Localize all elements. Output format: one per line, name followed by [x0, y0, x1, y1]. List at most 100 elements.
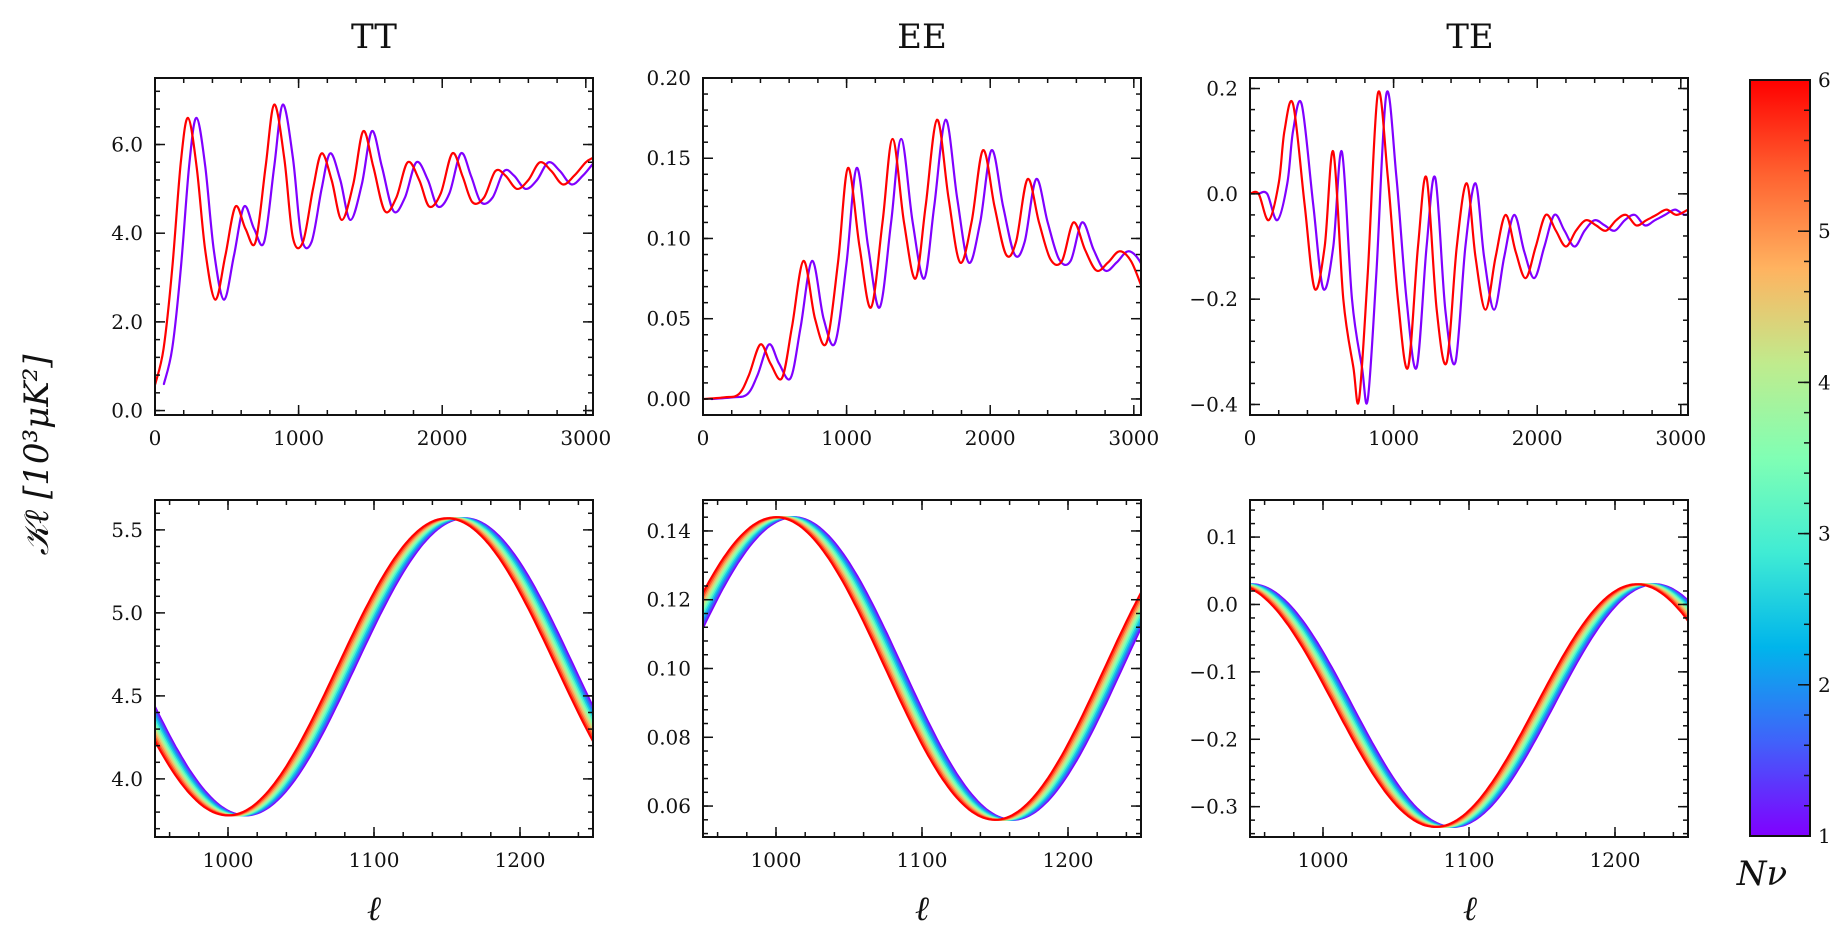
panel-ee-zoom: 1000 1100 1200 0.06 0.08 0.10 0.12 0.14	[646, 499, 1142, 872]
series-line-nu-5	[703, 516, 1141, 821]
series-line-nu-1.5	[1250, 583, 1688, 828]
series-line-nu-5.5	[155, 517, 593, 817]
colorbar-gradient	[1749, 79, 1811, 837]
series-line-nu-5.5	[1250, 583, 1688, 828]
x-tick-label: 1000	[203, 848, 254, 872]
curves	[703, 516, 1141, 821]
x-tick-label: 1200	[1043, 848, 1094, 872]
y-tick-label: 0.10	[646, 657, 691, 681]
x-tick-label: 1200	[495, 848, 546, 872]
x-tick-label: 3000	[1655, 426, 1706, 450]
y-tick-label: 0.06	[646, 794, 691, 818]
y-tick-label: −0.4	[1189, 392, 1238, 416]
series-line-nu-2.5	[155, 517, 593, 817]
y-tick-label: 4.5	[111, 684, 143, 708]
curves	[155, 517, 593, 817]
x-axis-label-ee: ℓ	[915, 889, 929, 929]
x-tick-label: 1000	[1298, 848, 1349, 872]
y-tick-label: 5.5	[111, 518, 143, 542]
y-tick-label: 0.0	[1206, 182, 1238, 206]
series-line-nu-6	[155, 103, 593, 386]
y-tick-label: 0.15	[646, 146, 691, 170]
y-tick-label: 0.00	[646, 387, 691, 411]
series-line-nu-6	[703, 118, 1141, 401]
colorbar: 1 2 3 4 5 6 Nν	[1736, 68, 1831, 894]
x-tick-label: 1000	[273, 426, 324, 450]
y-tick-label: 4.0	[111, 767, 143, 791]
colorbar-tick-label: 5	[1818, 219, 1831, 243]
series-line-nu-4	[155, 517, 593, 817]
x-tick-label: 1000	[751, 848, 802, 872]
curves	[1250, 90, 1688, 405]
y-tick-label: −0.3	[1189, 795, 1238, 819]
colorbar-tick-label: 1	[1818, 824, 1831, 848]
y-tick-label: 2.0	[111, 310, 143, 334]
series-line-nu-2	[155, 517, 593, 817]
x-tick-label: 1000	[1368, 426, 1419, 450]
series-line-nu-4	[703, 516, 1141, 821]
x-tick-label: 1100	[349, 848, 400, 872]
series-line-nu-4.5	[1250, 583, 1688, 828]
series-line-nu-6	[1250, 90, 1688, 405]
series-line-nu-1	[162, 103, 593, 386]
colorbar-tick-label: 3	[1818, 522, 1831, 546]
series-line-nu-1	[710, 118, 1141, 401]
series-line-nu-1.5	[155, 517, 593, 817]
x-tick-label: 3000	[560, 426, 611, 450]
x-tick-label: 2000	[965, 426, 1016, 450]
y-tick-label: −0.2	[1189, 287, 1238, 311]
y-tick-label: 6.0	[111, 133, 143, 157]
axes-frame	[154, 499, 594, 838]
series-line-nu-4.5	[155, 517, 593, 817]
axes-frame	[1249, 77, 1689, 416]
y-tick-label: 0.10	[646, 226, 691, 250]
colorbar-tick-label: 2	[1818, 673, 1831, 697]
y-tick-label: 0.05	[646, 307, 691, 331]
series-line-nu-1.5	[703, 516, 1141, 821]
series-line-nu-1	[1250, 583, 1688, 828]
y-tick-label: 0.1	[1206, 525, 1238, 549]
panel-te-zoom: 1000 1100 1200 −0.3 −0.2 −0.1 0.0 0.1	[1189, 499, 1689, 872]
y-tick-label: 5.0	[111, 601, 143, 625]
series-line-nu-6	[1250, 583, 1688, 828]
y-tick-label: −0.1	[1189, 660, 1238, 684]
y-tick-label: 0.08	[646, 725, 691, 749]
x-axis-label-te: ℓ	[1463, 889, 1477, 929]
x-tick-label: 0	[697, 426, 710, 450]
series-line-nu-2	[703, 516, 1141, 821]
series-line-nu-5	[155, 517, 593, 817]
y-axis-label: 𝒦ℓ [10³μK²]	[17, 354, 57, 556]
series-line-nu-1	[703, 516, 1141, 821]
x-tick-label: 2000	[1512, 426, 1563, 450]
series-line-nu-6	[155, 517, 593, 817]
axes-frame	[702, 77, 1142, 416]
y-tick-label: 4.0	[111, 221, 143, 245]
colorbar-tick-label: 4	[1818, 370, 1831, 394]
y-tick-label: 0.14	[646, 519, 691, 543]
series-line-nu-2	[1250, 583, 1688, 828]
axes-frame	[702, 499, 1142, 838]
series-line-nu-1	[1257, 90, 1688, 405]
x-tick-label: 1100	[897, 848, 948, 872]
curves	[1250, 583, 1688, 828]
y-tick-label: 0.0	[1206, 592, 1238, 616]
series-line-nu-4.5	[703, 516, 1141, 821]
x-tick-label: 3000	[1108, 426, 1159, 450]
series-line-nu-5.5	[703, 516, 1141, 821]
curves	[155, 103, 593, 386]
series-line-nu-1	[155, 517, 593, 817]
series-line-nu-6	[703, 516, 1141, 821]
x-tick-label: 1200	[1590, 848, 1641, 872]
y-tick-label: −0.2	[1189, 727, 1238, 751]
series-line-nu-3	[703, 516, 1141, 821]
y-tick-label: 0.12	[646, 588, 691, 612]
colorbar-tick-label: 6	[1818, 68, 1831, 92]
series-line-nu-3.5	[1250, 583, 1688, 828]
x-tick-label: 0	[149, 426, 162, 450]
series-line-nu-3	[1250, 583, 1688, 828]
y-tick-label: 0.20	[646, 66, 691, 90]
x-tick-label: 0	[1244, 426, 1257, 450]
panel-ee-full: 0 1000 2000 3000 0.00 0.05 0.10 0.15 0.20	[646, 66, 1159, 450]
series-line-nu-3	[155, 517, 593, 817]
